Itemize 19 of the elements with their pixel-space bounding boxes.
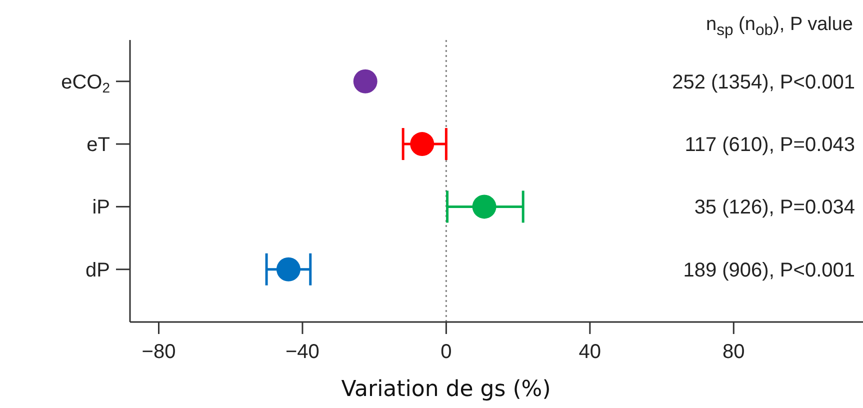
point — [410, 132, 434, 156]
annotation: 252 (1354), P<0.001 — [672, 71, 855, 94]
y-tick-label: eT — [86, 134, 110, 156]
x-axis-title: Variation de gs (%) — [341, 377, 551, 402]
annotation: 35 (126), P=0.034 — [694, 196, 855, 219]
point — [353, 69, 378, 94]
y-tick-label: iP — [92, 196, 110, 219]
y-tick-label: eCO$_{2}$ — [61, 71, 110, 96]
annotation: 117 (610), P=0.043 — [684, 134, 855, 156]
point — [472, 194, 496, 219]
x-tick-label: −80 — [142, 341, 176, 364]
x-tick-label: 80 — [722, 341, 745, 364]
x-tick-label: 40 — [578, 341, 602, 364]
x-tick-label: −40 — [286, 341, 320, 364]
point — [276, 257, 300, 282]
x-tick-label: 0 — [440, 341, 452, 364]
y-tick-label: dP — [86, 259, 110, 282]
text: n$_{sp}$ (n$_{ob}$), P value — [706, 14, 853, 40]
annotation: 189 (906), P<0.001 — [683, 259, 855, 282]
